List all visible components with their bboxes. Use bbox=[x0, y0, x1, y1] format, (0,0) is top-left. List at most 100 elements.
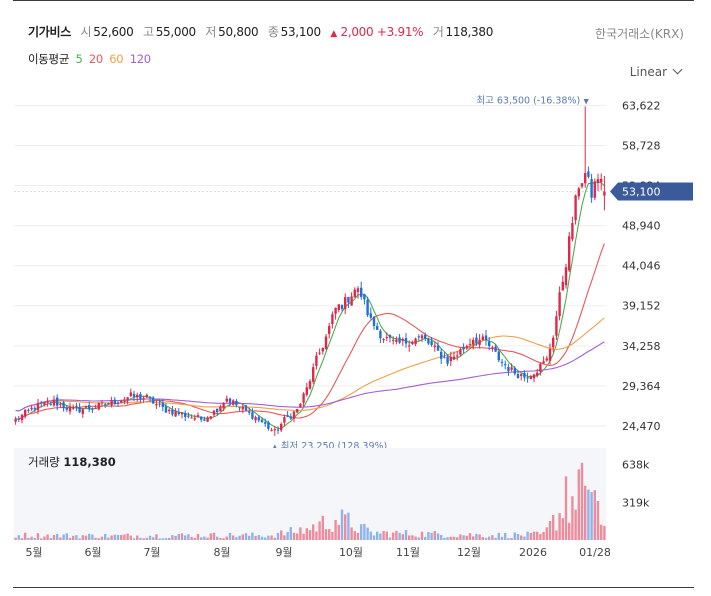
volume-bar bbox=[603, 526, 606, 540]
candle-body bbox=[596, 179, 600, 184]
time-tick-label: 12월 bbox=[457, 546, 481, 559]
candle-body bbox=[62, 402, 65, 409]
candle-body bbox=[81, 409, 84, 414]
volume-bar bbox=[350, 527, 353, 540]
candle-body bbox=[552, 337, 555, 348]
volume-bar bbox=[222, 538, 225, 540]
volume-bar bbox=[318, 521, 321, 540]
volume-bar bbox=[187, 534, 190, 540]
volume-bar bbox=[500, 536, 504, 540]
candle-body bbox=[20, 414, 24, 421]
scale-dropdown[interactable]: Linear bbox=[630, 64, 683, 79]
time-tick-label: 9월 bbox=[275, 546, 292, 559]
volume-bar bbox=[411, 535, 414, 540]
volume-bar bbox=[36, 533, 40, 540]
candle-body bbox=[430, 341, 433, 345]
candle-body bbox=[36, 403, 40, 411]
volume-bar bbox=[392, 532, 395, 540]
volume-bar bbox=[155, 534, 158, 540]
ma-legend-120: 120 bbox=[129, 52, 151, 66]
volume-bar bbox=[206, 537, 209, 540]
volume-bar bbox=[590, 492, 593, 540]
candle-body bbox=[196, 415, 200, 417]
volume-bar bbox=[148, 535, 152, 540]
volume-bar bbox=[459, 534, 462, 540]
candle-body bbox=[59, 404, 62, 406]
candle-body bbox=[584, 173, 587, 184]
volume-bar bbox=[212, 532, 216, 540]
price-tick-label: 48,940 bbox=[622, 220, 661, 233]
time-tick-label: 6월 bbox=[84, 546, 101, 559]
volume-bar bbox=[126, 533, 129, 540]
candle-body bbox=[360, 287, 363, 297]
candle-body bbox=[491, 347, 494, 349]
price-tick-label: 58,728 bbox=[622, 139, 661, 152]
volume-bar bbox=[81, 535, 84, 540]
candle-body bbox=[577, 188, 580, 197]
volume-bar bbox=[113, 534, 116, 540]
volume-bar bbox=[62, 534, 65, 540]
volume-bar bbox=[414, 536, 417, 540]
candle-body bbox=[305, 387, 308, 395]
volume-bar bbox=[289, 527, 292, 540]
volume-bar bbox=[574, 509, 577, 540]
candle-body bbox=[120, 400, 123, 403]
candle-body bbox=[126, 397, 129, 400]
volume-bar bbox=[331, 531, 334, 540]
volume-bar bbox=[286, 532, 289, 540]
candle-body bbox=[113, 399, 116, 405]
volume-bar bbox=[417, 537, 420, 540]
volume-bar bbox=[564, 476, 568, 540]
volume-bar bbox=[302, 533, 305, 540]
candle-body bbox=[171, 409, 174, 415]
candle-body bbox=[46, 401, 49, 403]
candle-body bbox=[180, 412, 184, 415]
candle-body bbox=[283, 417, 286, 423]
close-value: 53,100 bbox=[280, 25, 322, 39]
candle-body bbox=[500, 361, 504, 363]
volume-bar bbox=[520, 535, 523, 540]
volume-bar bbox=[283, 535, 286, 540]
volume-bar bbox=[427, 532, 430, 540]
volume-bar bbox=[555, 530, 558, 540]
volume-bar bbox=[561, 518, 564, 540]
candle-body bbox=[334, 307, 337, 314]
volume-bar bbox=[571, 496, 574, 540]
candle-body bbox=[286, 415, 289, 417]
candle-body bbox=[17, 418, 20, 420]
candle-body bbox=[353, 289, 356, 298]
change-value: ▲ 2,000 +3.91% bbox=[330, 25, 423, 39]
volume-bar bbox=[46, 534, 49, 540]
volume-bar bbox=[404, 530, 408, 540]
candle-body bbox=[244, 405, 248, 411]
volume-bar bbox=[75, 535, 78, 540]
volume-bar bbox=[142, 538, 145, 540]
volume-bar bbox=[260, 536, 264, 540]
candle-body bbox=[161, 402, 164, 407]
candle-body bbox=[452, 356, 456, 360]
volume-bar bbox=[203, 536, 206, 540]
volume-bar bbox=[552, 515, 555, 540]
volume-bar bbox=[337, 524, 340, 540]
volume-bar bbox=[43, 536, 46, 540]
candle-body bbox=[484, 335, 488, 341]
volume-bar bbox=[456, 537, 459, 540]
volume-bar bbox=[84, 535, 88, 540]
volume-bar bbox=[88, 533, 91, 540]
candle-body bbox=[232, 400, 235, 405]
candle-body bbox=[84, 406, 88, 408]
candle-body bbox=[449, 356, 452, 362]
volume-bar bbox=[516, 534, 520, 540]
volume-bar bbox=[216, 536, 219, 540]
candle-body bbox=[488, 341, 491, 347]
price-tick-label: 44,046 bbox=[622, 260, 661, 273]
volume-bar bbox=[17, 535, 20, 540]
candle-body bbox=[603, 191, 606, 196]
candle-body bbox=[216, 408, 219, 413]
volume-bar bbox=[334, 519, 337, 540]
low-value: 50,800 bbox=[218, 25, 259, 39]
candle-body bbox=[376, 326, 379, 330]
volume-bar bbox=[100, 536, 104, 540]
candle-body bbox=[558, 292, 561, 317]
